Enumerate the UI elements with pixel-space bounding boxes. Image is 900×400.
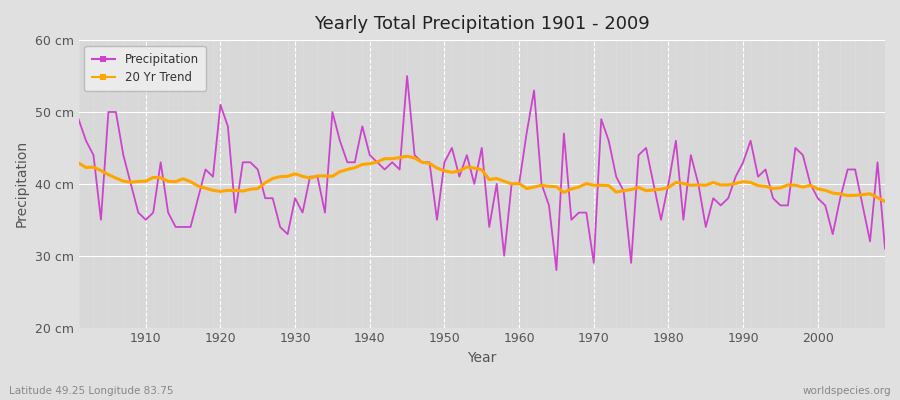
Y-axis label: Precipitation: Precipitation <box>15 140 29 228</box>
Legend: Precipitation, 20 Yr Trend: Precipitation, 20 Yr Trend <box>85 46 206 91</box>
Text: worldspecies.org: worldspecies.org <box>803 386 891 396</box>
X-axis label: Year: Year <box>467 351 497 365</box>
Text: Latitude 49.25 Longitude 83.75: Latitude 49.25 Longitude 83.75 <box>9 386 174 396</box>
Title: Yearly Total Precipitation 1901 - 2009: Yearly Total Precipitation 1901 - 2009 <box>314 15 650 33</box>
